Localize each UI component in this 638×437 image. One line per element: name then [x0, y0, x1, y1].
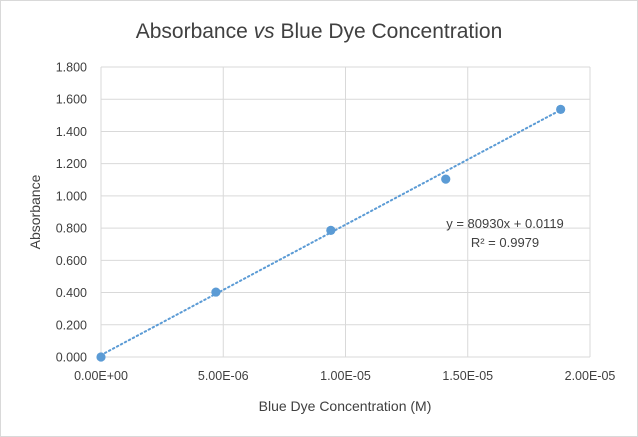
- y-tick-label: 0.600: [56, 254, 87, 268]
- y-tick-label: 1.600: [56, 93, 87, 107]
- y-tick-label: 0.400: [56, 286, 87, 300]
- y-tick-label: 1.400: [56, 125, 87, 139]
- trendline-equation: y = 80930x + 0.0119: [446, 216, 564, 231]
- chart-title-main: Absorbance: [136, 20, 254, 43]
- data-point: [96, 352, 106, 362]
- y-tick-label: 0.800: [56, 222, 87, 236]
- y-axis-ticks: 0.000 0.200 0.400 0.600 0.800 1.000 1.200 1.400…: [56, 61, 87, 365]
- x-tick-label: 0.00E+00: [74, 369, 128, 383]
- data-point: [211, 287, 221, 297]
- y-tick-label: 1.000: [56, 189, 87, 203]
- x-tick-label: 2.00E-05: [565, 369, 616, 383]
- x-axis-title: Blue Dye Concentration (M): [259, 398, 432, 414]
- y-axis-title: Absorbance: [27, 174, 43, 249]
- y-tick-label: 0.200: [56, 318, 87, 332]
- x-tick-label: 1.00E-05: [320, 369, 371, 383]
- data-point: [556, 104, 566, 114]
- trendline-r2: R² = 0.9979: [471, 235, 539, 250]
- x-axis-ticks: 0.00E+00 5.00E-06 1.00E-05 1.50E-05 2.00E-05: [74, 369, 615, 383]
- gridlines: [100, 66, 591, 358]
- chart-title: Absorbance vs Blue Dye Concentration: [136, 20, 503, 43]
- chart-title-rest: Blue Dye Concentration: [275, 20, 503, 43]
- chart-title-italic: vs: [254, 20, 276, 43]
- data-points: [96, 104, 566, 362]
- x-tick-label: 1.50E-05: [442, 369, 493, 383]
- y-tick-label: 1.200: [56, 157, 87, 171]
- x-tick-label: 5.00E-06: [198, 369, 249, 383]
- data-point: [326, 225, 336, 235]
- data-point: [441, 174, 451, 184]
- y-tick-label: 0.000: [56, 351, 87, 365]
- y-tick-label: 1.800: [56, 61, 87, 75]
